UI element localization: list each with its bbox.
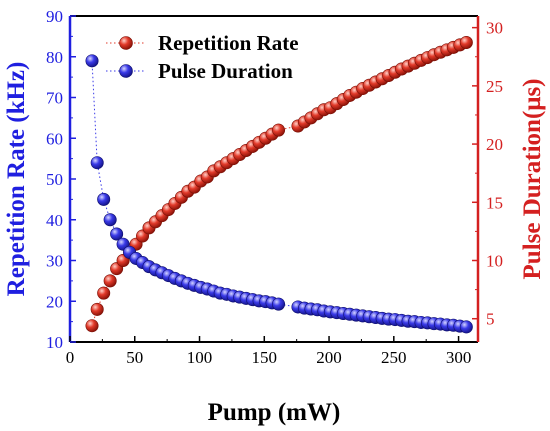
left-tick-label: 50 (46, 170, 63, 189)
repetition-rate-point (97, 286, 111, 300)
right-tick-label: 15 (486, 193, 503, 212)
left-tick-label: 20 (46, 292, 63, 311)
legend-marker-repetition-rate (119, 36, 133, 50)
x-tick-label: 250 (381, 348, 407, 367)
left-tick-label: 40 (46, 211, 63, 230)
left-tick-label: 70 (46, 89, 63, 108)
left-tick-label: 80 (46, 48, 63, 67)
repetition-rate-point (459, 35, 473, 49)
right-tick-label: 20 (486, 135, 503, 154)
left-tick-label: 90 (46, 7, 63, 26)
x-tick-label: 0 (66, 348, 75, 367)
repetition-rate-point (90, 302, 104, 316)
right-tick-label: 5 (486, 310, 495, 329)
pulse-duration-point (272, 297, 286, 311)
right-tick-label: 25 (486, 77, 503, 96)
right-tick-label: 10 (486, 252, 503, 271)
left-tick-label: 10 (46, 333, 63, 352)
x-tick-label: 200 (316, 348, 342, 367)
pulse-duration-point (85, 54, 99, 68)
right-tick-label: 30 (486, 19, 503, 38)
repetition-rate-point (85, 319, 99, 333)
pulse-duration-point (90, 156, 104, 170)
left-axis-title: Repetition Rate (kHz) (3, 62, 30, 297)
pulse-duration-point (97, 192, 111, 206)
x-tick-label: 300 (446, 348, 472, 367)
x-tick-label: 150 (252, 348, 278, 367)
pulse-duration-point (103, 213, 117, 227)
right-axis-title: Pulse Duration(μs) (519, 79, 546, 280)
pulse-duration-point (459, 320, 473, 334)
left-tick-label: 60 (46, 129, 63, 148)
x-axis-title: Pump (mW) (208, 399, 341, 426)
pulse-duration-point (110, 227, 124, 241)
legend-label-pulse-duration: Pulse Duration (158, 59, 293, 83)
repetition-rate-point (272, 123, 286, 137)
legend-label-repetition-rate: Repetition Rate (158, 31, 299, 55)
left-tick-label: 30 (46, 252, 63, 271)
legend-marker-pulse-duration (119, 64, 133, 78)
repetition-rate-point (103, 274, 117, 288)
x-tick-label: 50 (126, 348, 143, 367)
x-tick-label: 100 (187, 348, 213, 367)
